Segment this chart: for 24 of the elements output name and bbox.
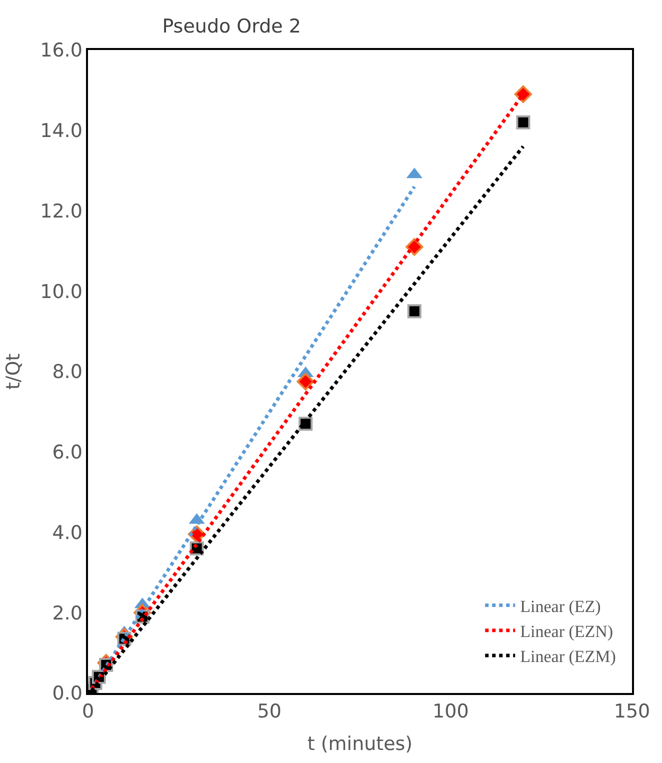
- point: [514, 85, 532, 104]
- x-tick-label: 100: [432, 700, 469, 723]
- y-tick-label: 8.0: [52, 361, 82, 384]
- point: [516, 115, 530, 130]
- y-tick-label: 16.0: [40, 40, 82, 62]
- point: [407, 304, 422, 318]
- y-axis-title: t/Qt: [2, 353, 24, 390]
- x-tick-label: 150: [614, 700, 650, 723]
- x-tick-label: 50: [257, 700, 282, 723]
- y-tick-label: 4.0: [52, 522, 82, 544]
- y-tick-label: 10.0: [40, 280, 82, 303]
- y-tick-label: 0.0: [52, 682, 82, 705]
- y-tick-label: 2.0: [52, 602, 82, 624]
- y-tick-label: 12.0: [40, 200, 82, 222]
- y-tick-label: 6.0: [52, 442, 82, 464]
- chart-title: Pseudo Orde 2: [162, 15, 301, 38]
- point: [406, 238, 424, 256]
- legend-label: Linear (EZN): [520, 622, 614, 641]
- legend-label: Linear (EZM): [520, 647, 616, 666]
- legend-label: Linear (EZ): [520, 596, 601, 616]
- x-tick-label: 0: [82, 700, 94, 723]
- point: [296, 372, 314, 390]
- x-axis-title: t (minutes): [307, 732, 413, 755]
- y-tick-label: 14.0: [40, 120, 82, 142]
